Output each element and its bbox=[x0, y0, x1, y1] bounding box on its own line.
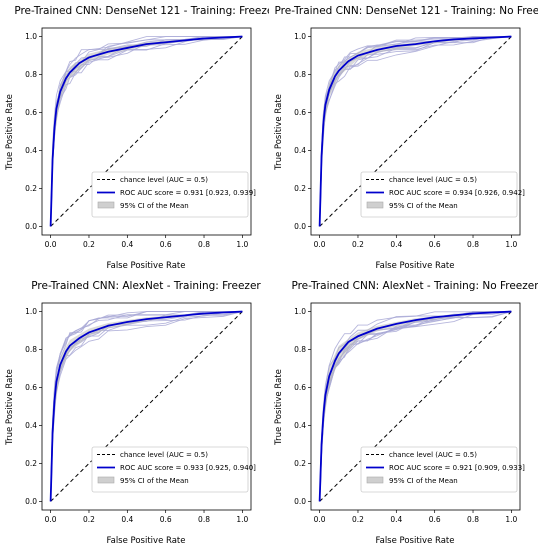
x-axis-label: False Positive Rate bbox=[107, 261, 186, 271]
y-tick-label: 0.8 bbox=[25, 345, 37, 354]
roc-chart-alexnet-no-freezer: Pre-Trained CNN: AlexNet - Training: No … bbox=[269, 275, 538, 550]
y-tick-label: 0.6 bbox=[25, 383, 37, 392]
y-tick-label: 1.0 bbox=[294, 32, 306, 41]
legend-entry: 95% CI of the Mean bbox=[389, 202, 458, 210]
roc-chart-alexnet-freezer: Pre-Trained CNN: AlexNet - Training: Fre… bbox=[0, 275, 269, 550]
y-tick-label: 0.6 bbox=[294, 108, 306, 117]
y-tick-label: 0.8 bbox=[294, 70, 306, 79]
legend: chance level (AUC = 0.5) ROC AUC score = … bbox=[361, 172, 525, 217]
x-tick-label: 0.8 bbox=[198, 240, 210, 249]
chart-title: Pre-Trained CNN: DenseNet 121 - Training… bbox=[275, 5, 538, 17]
y-tick-label: 0.0 bbox=[294, 222, 306, 231]
y-tick-label: 0.2 bbox=[25, 184, 37, 193]
x-tick-label: 0.8 bbox=[467, 240, 479, 249]
legend: chance level (AUC = 0.5) ROC AUC score = … bbox=[92, 447, 256, 492]
x-tick-label: 1.0 bbox=[505, 515, 517, 524]
x-tick-label: 0.6 bbox=[160, 240, 172, 249]
y-axis-label: True Positive Rate bbox=[5, 369, 15, 446]
y-tick-label: 1.0 bbox=[25, 307, 37, 316]
legend-entry: 95% CI of the Mean bbox=[389, 477, 458, 485]
legend-entry: ROC AUC score = 0.933 [0.925, 0.940] bbox=[120, 464, 256, 472]
roc-panel-densenet-no-freezer: Pre-Trained CNN: DenseNet 121 - Training… bbox=[269, 0, 538, 275]
legend-entry: 95% CI of the Mean bbox=[120, 202, 189, 210]
x-tick-label: 1.0 bbox=[236, 240, 248, 249]
legend-entry: ROC AUC score = 0.934 [0.926, 0.942] bbox=[389, 189, 525, 197]
chart-title: Pre-Trained CNN: AlexNet - Training: No … bbox=[291, 280, 538, 292]
y-tick-label: 0.6 bbox=[25, 108, 37, 117]
legend-ci-swatch bbox=[98, 202, 114, 208]
y-tick-label: 0.4 bbox=[294, 146, 306, 155]
y-tick-label: 0.6 bbox=[294, 383, 306, 392]
legend: chance level (AUC = 0.5) ROC AUC score = … bbox=[92, 172, 256, 217]
x-axis-label: False Positive Rate bbox=[376, 536, 455, 546]
x-tick-label: 1.0 bbox=[236, 515, 248, 524]
x-tick-label: 1.0 bbox=[505, 240, 517, 249]
x-axis-label: False Positive Rate bbox=[376, 261, 455, 271]
legend: chance level (AUC = 0.5) ROC AUC score = … bbox=[361, 447, 525, 492]
x-tick-label: 0.2 bbox=[83, 240, 95, 249]
x-tick-label: 0.8 bbox=[198, 515, 210, 524]
y-tick-label: 0.2 bbox=[294, 459, 306, 468]
x-tick-label: 0.0 bbox=[314, 515, 326, 524]
x-tick-label: 0.0 bbox=[45, 515, 57, 524]
y-axis-label: True Positive Rate bbox=[5, 94, 15, 171]
legend-entry: ROC AUC score = 0.931 [0.923, 0.939] bbox=[120, 189, 256, 197]
x-tick-label: 0.0 bbox=[45, 240, 57, 249]
chart-title: Pre-Trained CNN: DenseNet 121 - Training… bbox=[14, 5, 269, 17]
legend-entry: chance level (AUC = 0.5) bbox=[389, 176, 477, 184]
x-tick-label: 0.2 bbox=[352, 240, 364, 249]
x-tick-label: 0.4 bbox=[390, 515, 402, 524]
y-tick-label: 0.0 bbox=[25, 497, 37, 506]
y-axis-label: True Positive Rate bbox=[274, 369, 284, 446]
legend-ci-swatch bbox=[98, 477, 114, 483]
y-axis-label: True Positive Rate bbox=[274, 94, 284, 171]
x-tick-label: 0.6 bbox=[429, 515, 441, 524]
y-tick-label: 0.0 bbox=[294, 497, 306, 506]
x-tick-label: 0.4 bbox=[121, 515, 133, 524]
y-tick-label: 0.4 bbox=[25, 146, 37, 155]
y-tick-label: 0.0 bbox=[25, 222, 37, 231]
legend-entry: chance level (AUC = 0.5) bbox=[120, 451, 208, 459]
y-tick-label: 1.0 bbox=[25, 32, 37, 41]
x-tick-label: 0.6 bbox=[429, 240, 441, 249]
legend-entry: ROC AUC score = 0.921 [0.909, 0.933] bbox=[389, 464, 525, 472]
x-axis-label: False Positive Rate bbox=[107, 536, 186, 546]
y-tick-label: 0.8 bbox=[25, 70, 37, 79]
x-tick-label: 0.2 bbox=[83, 515, 95, 524]
legend-ci-swatch bbox=[367, 477, 383, 483]
x-tick-label: 0.8 bbox=[467, 515, 479, 524]
y-tick-label: 0.4 bbox=[25, 421, 37, 430]
x-tick-label: 0.2 bbox=[352, 515, 364, 524]
y-tick-label: 0.8 bbox=[294, 345, 306, 354]
roc-panel-alexnet-freezer: Pre-Trained CNN: AlexNet - Training: Fre… bbox=[0, 275, 269, 550]
legend-entry: chance level (AUC = 0.5) bbox=[389, 451, 477, 459]
roc-panel-densenet-freezer: Pre-Trained CNN: DenseNet 121 - Training… bbox=[0, 0, 269, 275]
legend-entry: 95% CI of the Mean bbox=[120, 477, 189, 485]
y-tick-label: 0.2 bbox=[25, 459, 37, 468]
legend-entry: chance level (AUC = 0.5) bbox=[120, 176, 208, 184]
legend-ci-swatch bbox=[367, 202, 383, 208]
y-tick-label: 1.0 bbox=[294, 307, 306, 316]
chart-title: Pre-Trained CNN: AlexNet - Training: Fre… bbox=[31, 280, 261, 292]
x-tick-label: 0.6 bbox=[160, 515, 172, 524]
y-tick-label: 0.4 bbox=[294, 421, 306, 430]
x-tick-label: 0.4 bbox=[390, 240, 402, 249]
y-tick-label: 0.2 bbox=[294, 184, 306, 193]
roc-chart-densenet-freezer: Pre-Trained CNN: DenseNet 121 - Training… bbox=[0, 0, 269, 275]
roc-panel-alexnet-no-freezer: Pre-Trained CNN: AlexNet - Training: No … bbox=[269, 275, 538, 550]
x-tick-label: 0.4 bbox=[121, 240, 133, 249]
x-tick-label: 0.0 bbox=[314, 240, 326, 249]
roc-chart-densenet-no-freezer: Pre-Trained CNN: DenseNet 121 - Training… bbox=[269, 0, 538, 275]
